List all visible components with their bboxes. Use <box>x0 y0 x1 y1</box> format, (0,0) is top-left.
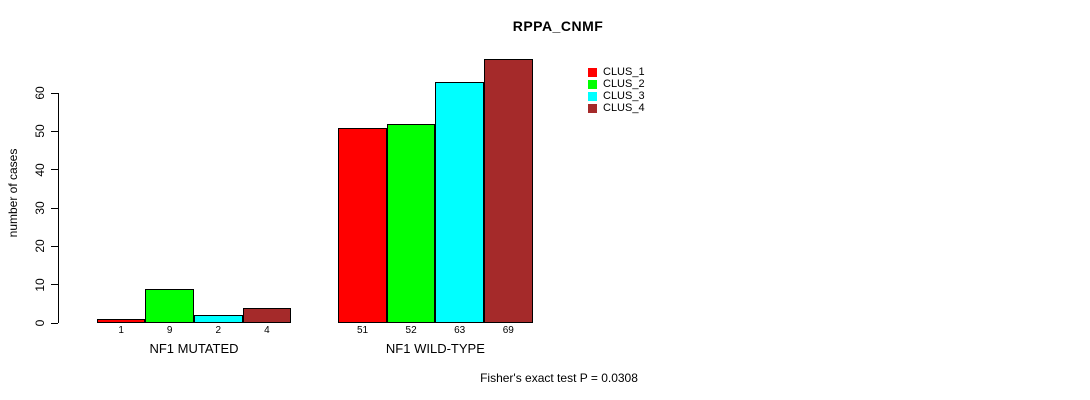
legend-swatch <box>588 67 597 77</box>
legend-item: CLUS_3 <box>588 90 645 102</box>
bar-value-label: 69 <box>502 325 514 336</box>
y-axis-tick-label: 50 <box>33 124 47 139</box>
legend-label: CLUS_3 <box>603 90 645 102</box>
bar-clus_4-2 <box>484 58 533 323</box>
bar-value-label: 52 <box>405 325 417 336</box>
bar-clus_1-1 <box>96 319 146 323</box>
bar-clus_3-1 <box>194 315 243 323</box>
y-axis-title: number of cases <box>6 148 20 238</box>
legend: CLUS_1 CLUS_2 CLUS_3 CLUS_4 <box>588 66 645 114</box>
bar-clus_1-2 <box>338 127 387 323</box>
fisher-test-note: Fisher's exact test P = 0.0308 <box>480 371 638 385</box>
y-axis-tick <box>51 322 58 324</box>
bar-value-label: 1 <box>118 325 124 336</box>
chart-title: RPPA_CNMF <box>512 18 604 34</box>
bar-clus_2-2 <box>386 123 436 323</box>
y-axis-tick <box>51 169 58 171</box>
legend-item: CLUS_4 <box>588 102 645 114</box>
legend-swatch <box>588 91 597 101</box>
legend-swatch <box>588 79 597 89</box>
bar-value-label: 4 <box>264 325 270 336</box>
legend-item: CLUS_1 <box>588 66 645 78</box>
legend-label: CLUS_4 <box>603 102 645 114</box>
bar-value-label: 2 <box>215 325 222 336</box>
bar-value-label: 63 <box>454 325 466 336</box>
y-axis-tick-label: 40 <box>33 162 47 177</box>
group-label: NF1 WILD-TYPE <box>385 341 485 356</box>
y-axis-tick-label: 0 <box>33 319 47 327</box>
legend-item: CLUS_2 <box>588 78 645 90</box>
y-axis-tick-label: 30 <box>33 201 47 215</box>
bar-value-label: 51 <box>356 325 369 336</box>
y-axis-tick <box>51 245 58 247</box>
bar-clus_3-2 <box>435 81 484 323</box>
y-axis-tick-label: 60 <box>33 86 47 100</box>
legend-label: CLUS_2 <box>603 78 645 90</box>
group-label: NF1 MUTATED <box>149 341 239 356</box>
y-axis-line <box>58 93 59 323</box>
y-axis-tick <box>51 92 58 94</box>
bar-clus_4-1 <box>242 307 292 323</box>
bar-value-label: 9 <box>166 325 173 336</box>
legend-label: CLUS_1 <box>603 66 645 78</box>
y-axis-tick <box>51 284 58 286</box>
y-axis-tick-label: 10 <box>33 277 47 292</box>
y-axis-tick-label: 20 <box>33 239 47 254</box>
y-axis-tick <box>51 207 58 209</box>
y-axis-tick <box>51 130 58 132</box>
legend-swatch <box>588 103 597 113</box>
bar-clus_2-1 <box>145 288 194 323</box>
